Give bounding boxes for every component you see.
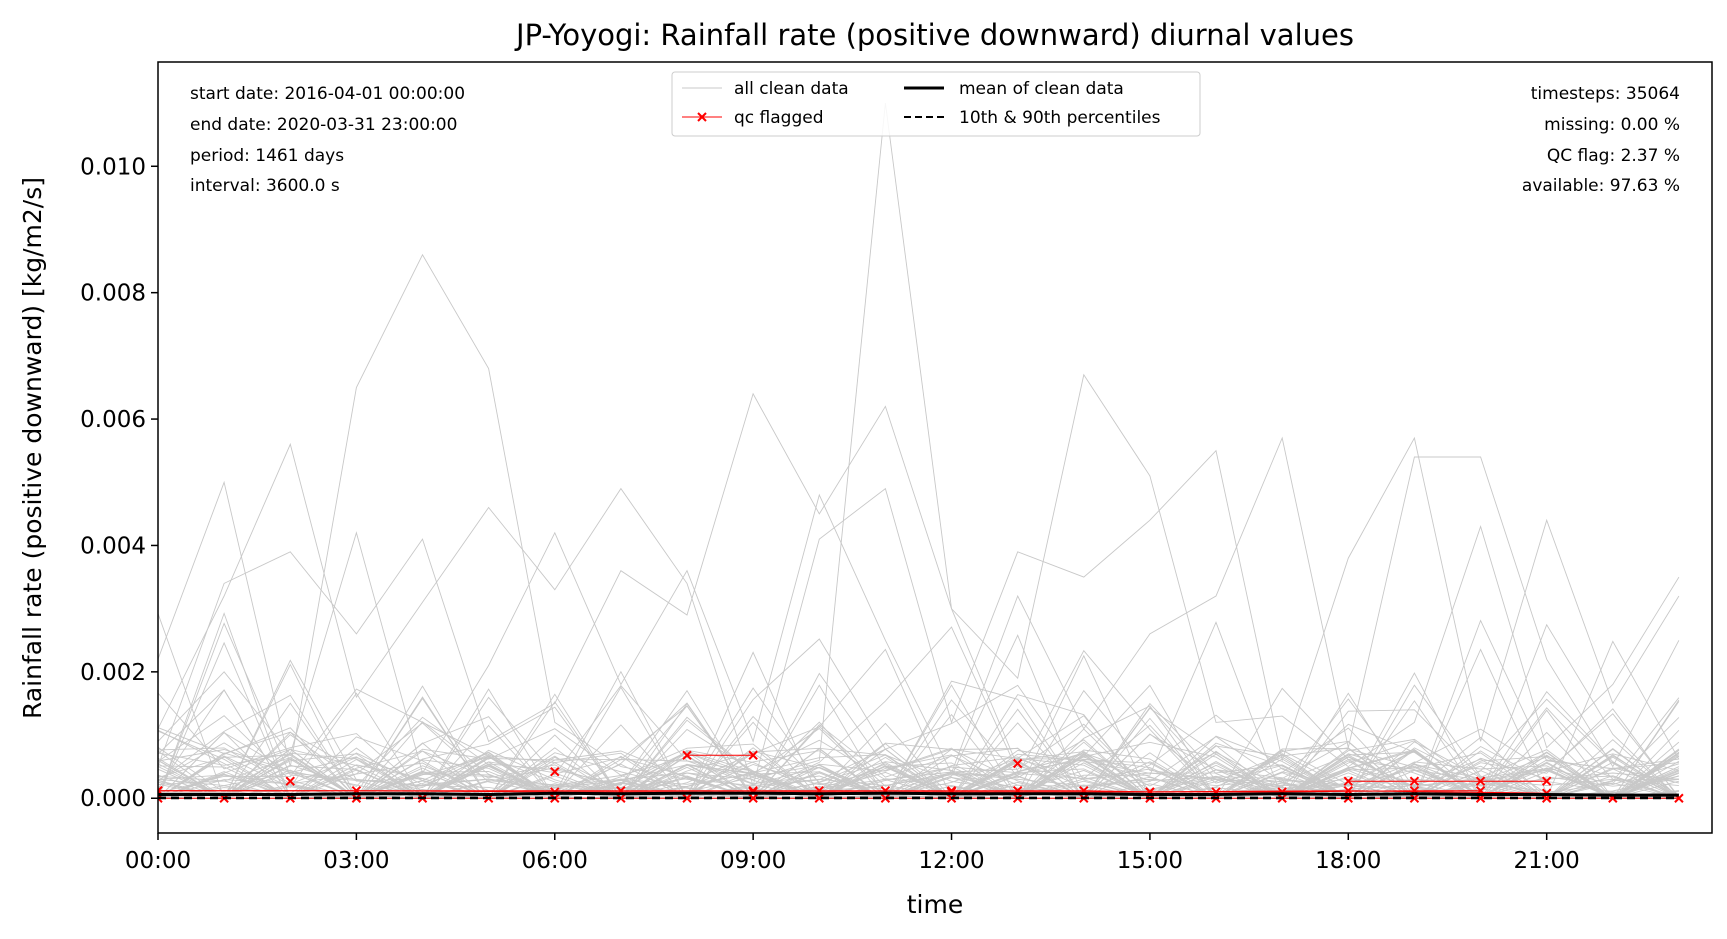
stat-qc-flag: QC flag: 2.37 %: [1547, 146, 1680, 166]
stat-available: available: 97.63 %: [1522, 176, 1680, 196]
mean-series-line: [158, 791, 1679, 797]
legend-label-clean: all clean data: [734, 79, 849, 99]
clean-series-line: [158, 723, 1680, 799]
mean-line: [158, 791, 1679, 797]
x-axis-label: time: [907, 890, 963, 919]
percentile-lines: [158, 796, 1679, 800]
legend-label-qc: qc flagged: [734, 108, 824, 128]
qc-flagged-marker: [550, 766, 560, 777]
x-tick-label: 00:00: [125, 848, 191, 874]
y-tick-label: 0.008: [80, 281, 146, 307]
qc-flagged-marker: [1343, 776, 1354, 786]
stat-period: period: 1461 days: [190, 146, 344, 166]
x-tick-label: 03:00: [323, 848, 389, 874]
x-tick-label: 21:00: [1514, 848, 1580, 874]
clean-series-line: [158, 103, 1679, 787]
plot-frame: [157, 61, 1713, 834]
y-axis-ticks: 0.000 0.002 0.004 0.006 0.008 0.010: [80, 154, 158, 812]
qc-flagged-marker: [285, 776, 295, 786]
clean-series-line: [158, 689, 1680, 799]
y-tick-label: 0.002: [80, 660, 146, 686]
qc-flagged-marker: [682, 750, 692, 760]
x-tick-label: 06:00: [522, 848, 588, 874]
stats-right: timesteps: 35064 missing: 0.00 % QC flag…: [1522, 84, 1680, 196]
qc-flagged-marker: [814, 793, 824, 803]
stat-start-date: start date: 2016-04-01 00:00:00: [190, 84, 465, 104]
legend-label-mean: mean of clean data: [959, 79, 1124, 99]
clean-series-line: [158, 697, 1680, 799]
plot-area: [158, 103, 1684, 803]
legend-label-percentiles: 10th & 90th percentiles: [959, 108, 1161, 128]
x-tick-label: 09:00: [720, 848, 786, 874]
clean-series-line: [158, 253, 1679, 787]
clean-series-line: [158, 623, 1680, 799]
clean-series-line: [158, 619, 1679, 799]
clean-series-line: [158, 373, 1680, 768]
y-tick-label: 0.004: [80, 533, 146, 559]
qc-flagged-marker: [682, 793, 692, 803]
legend: all clean data qc flagged mean of clean …: [671, 71, 1201, 137]
stats-left: start date: 2016-04-01 00:00:00 end date…: [190, 84, 465, 196]
x-tick-label: 15:00: [1117, 848, 1183, 874]
qc-flagged-marker: [748, 750, 758, 760]
x-tick-label: 18:00: [1315, 848, 1381, 874]
clean-series-line: [158, 436, 1680, 775]
stat-end-date: end date: 2020-03-31 23:00:00: [190, 115, 457, 135]
y-tick-label: 0.010: [80, 154, 146, 180]
qc-flagged-marker: [1475, 776, 1486, 786]
x-axis-ticks: 00:00 03:00 06:00 09:00 12:00 15:00 18:00 21:00: [125, 833, 1580, 874]
chart-title: JP-Yoyogi: Rainfall rate (positive downw…: [514, 18, 1354, 52]
legend-swatch-qc-marker: [697, 112, 707, 122]
clean-series-line: [158, 634, 1679, 800]
qc-flagged-marker: [1541, 776, 1552, 786]
stat-interval: interval: 3600.0 s: [190, 176, 340, 196]
clean-series-line: [158, 436, 1680, 788]
legend-box: [671, 71, 1201, 137]
qc-flagged-marker: [1409, 776, 1420, 786]
qc-flagged-marker: [880, 793, 891, 803]
qc-flagged-marker: [1409, 793, 1420, 803]
qc-flagged-marker: [748, 793, 758, 803]
stat-timesteps: timesteps: 35064: [1531, 84, 1680, 104]
qc-flagged-marker: [1012, 758, 1023, 769]
stat-missing: missing: 0.00 %: [1544, 115, 1680, 135]
x-tick-label: 12:00: [918, 848, 984, 874]
clean-data-lines: [158, 103, 1680, 800]
y-axis-label: Rainfall rate (positive downward) [kg/m2…: [18, 177, 47, 719]
y-tick-label: 0.000: [80, 786, 146, 812]
y-tick-label: 0.006: [80, 407, 146, 433]
